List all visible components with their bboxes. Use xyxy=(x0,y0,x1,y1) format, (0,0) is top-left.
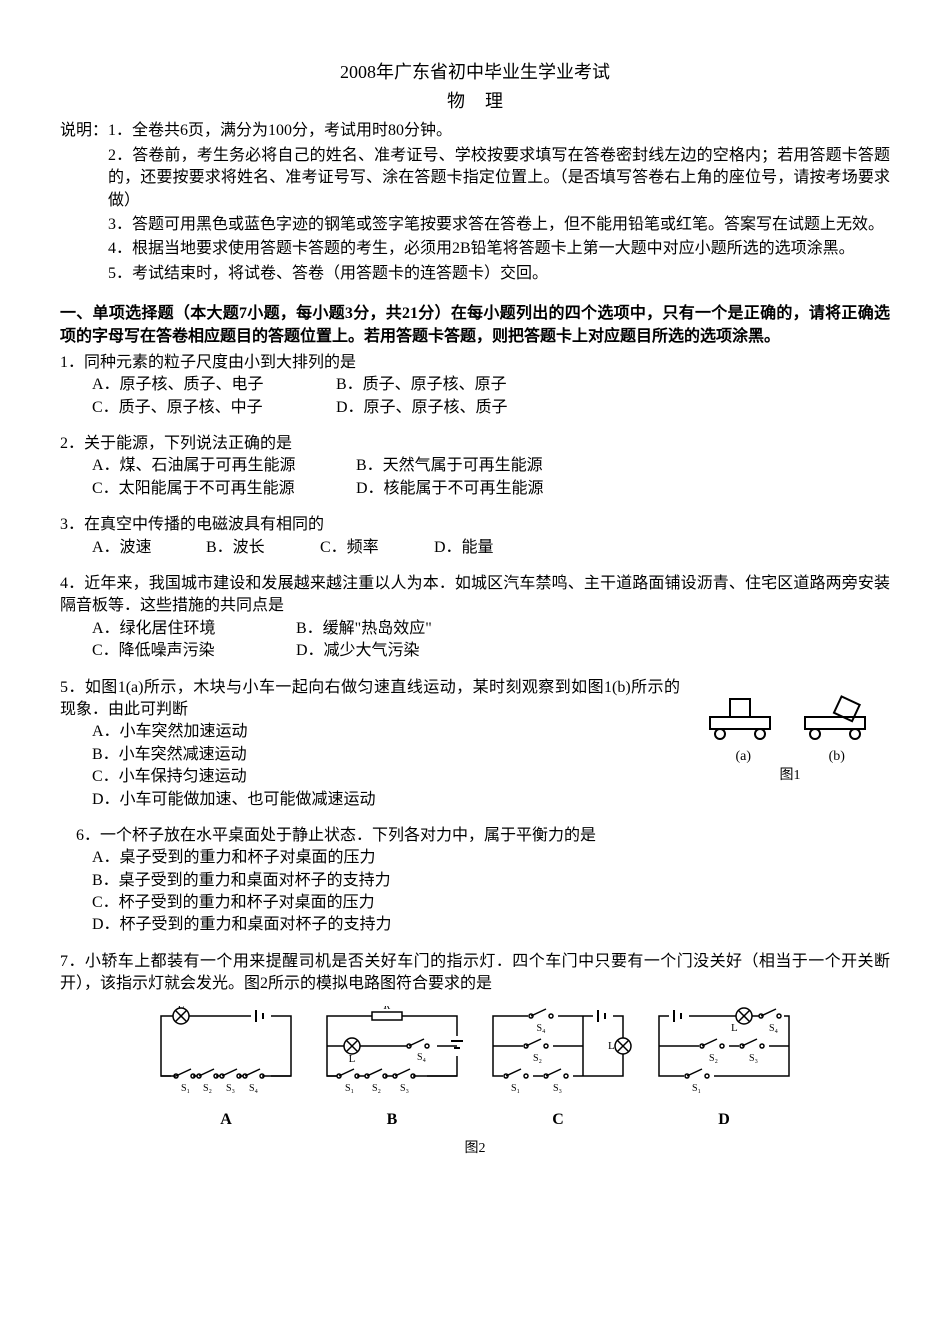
circuit-c-L: L xyxy=(608,1040,615,1052)
circuit-a-letter: A xyxy=(151,1109,301,1131)
q5-option-d: D．小车可能做加速、也可能做减速运动 xyxy=(60,789,890,811)
question-2: 2．关于能源，下列说法正确的是 A．煤、石油属于可再生能源 B．天然气属于可再生… xyxy=(60,433,890,500)
circuit-a-s4: S₄ xyxy=(249,1083,259,1094)
circuit-b-letter: B xyxy=(317,1109,467,1131)
question-5: (a) (b) 图1 5．如图1(a)所示，木块与小车一起向右做匀速直线运动，某… xyxy=(60,677,890,811)
q6-option-c: C．杯子受到的重力和杯子对桌面的压力 xyxy=(60,892,890,914)
q6-option-a: A．桌子受到的重力和杯子对桌面的压力 xyxy=(60,847,890,869)
question-3: 3．在真空中传播的电磁波具有相同的 A．波速 B．波长 C．频率 D．能量 xyxy=(60,514,890,559)
instruction-item-5: 5．考试结束时，将试卷、答卷（用答题卡的连答题卡）交回。 xyxy=(108,263,890,285)
circuit-b-R: R xyxy=(383,1006,391,1012)
circuit-b: R L xyxy=(317,1006,467,1132)
q3-option-b: B．波长 xyxy=(206,537,296,559)
q3-option-a: A．波速 xyxy=(92,537,182,559)
figure-1-caption: 图1 xyxy=(690,766,890,786)
instruction-item-3: 3．答题可用黑色或蓝色字迹的钢笔或签字笔按要求答在答卷上，但不能用铅笔或红笔。答… xyxy=(108,214,890,236)
circuit-a-s1: S₁ xyxy=(181,1083,190,1094)
question-1-text: 1．同种元素的粒子尺度由小到大排列的是 xyxy=(60,352,890,374)
circuit-a-s3: S₃ xyxy=(226,1083,235,1094)
question-4: 4．近年来，我国城市建设和发展越来越注重以人为本．如城区汽车禁鸣、主干道路面铺设… xyxy=(60,573,890,663)
question-1: 1．同种元素的粒子尺度由小到大排列的是 A．原子核、质子、电子 B．质子、原子核… xyxy=(60,352,890,419)
circuit-d-L: L xyxy=(731,1022,738,1034)
circuit-a-svg: L xyxy=(151,1006,301,1096)
figure-1: (a) (b) 图1 xyxy=(690,677,890,786)
circuits-container: L xyxy=(60,1006,890,1159)
q4-option-c: C．降低噪声污染 xyxy=(92,640,272,662)
instruction-item-1: 1．全卷共6页，满分为100分，考试用时80分钟。 xyxy=(108,120,890,142)
q1-option-b: B．质子、原子核、原子 xyxy=(336,374,507,396)
q2-option-d: D．核能属于不可再生能源 xyxy=(356,478,544,500)
q4-option-b: B．缓解"热岛效应" xyxy=(296,618,432,640)
question-7: 7．小轿车上都装有一个用来提醒司机是否关好车门的指示灯．四个车门中只要有一个门没… xyxy=(60,951,890,1159)
instruction-item-2: 2．答卷前，考生务必将自己的姓名、准考证号、学校按要求填写在答卷密封线左边的空格… xyxy=(108,145,890,212)
circuit-c-s4: S₄ xyxy=(536,1023,546,1034)
q2-option-c: C．太阳能属于不可再生能源 xyxy=(92,478,332,500)
instructions-label: 说明： xyxy=(60,120,108,142)
section-1-header: 一、单项选择题（本大题7小题，每小题3分，共21分）在每小题列出的四个选项中，只… xyxy=(60,303,890,348)
q4-option-d: D．减少大气污染 xyxy=(296,640,420,662)
circuit-d-letter: D xyxy=(649,1109,799,1131)
circuit-c-letter: C xyxy=(483,1109,633,1131)
q2-option-b: B．天然气属于可再生能源 xyxy=(356,455,543,477)
circuit-d-s2: S₂ xyxy=(709,1053,718,1064)
instruction-item-4: 4．根据当地要求使用答题卡答题的考生，必须用2B铅笔将答题卡上第一大题中对应小题… xyxy=(108,238,890,260)
circuit-d-svg: L S₄ xyxy=(649,1006,799,1096)
q3-option-d: D．能量 xyxy=(434,537,494,559)
q1-option-d: D．原子、原子核、质子 xyxy=(336,397,508,419)
q2-option-a: A．煤、石油属于可再生能源 xyxy=(92,455,332,477)
figure-2-caption: 图2 xyxy=(60,1139,890,1159)
q1-option-a: A．原子核、质子、电子 xyxy=(92,374,312,396)
instructions-content: 1．全卷共6页，满分为100分，考试用时80分钟。 2．答卷前，考生务必将自己的… xyxy=(108,120,890,285)
question-4-text: 4．近年来，我国城市建设和发展越来越注重以人为本．如城区汽车禁鸣、主干道路面铺设… xyxy=(60,573,890,618)
circuit-b-s3: S₃ xyxy=(400,1083,409,1094)
instructions-block: 说明： 1．全卷共6页，满分为100分，考试用时80分钟。 2．答卷前，考生务必… xyxy=(60,120,890,287)
circuit-c-s3: S₃ xyxy=(553,1083,562,1094)
cart-diagram-svg xyxy=(695,677,885,747)
q6-option-b: B．桌子受到的重力和桌面对杯子的支持力 xyxy=(60,870,890,892)
exam-title: 2008年广东省初中毕业生学业考试 xyxy=(60,60,890,85)
exam-subject: 物理 xyxy=(60,89,890,114)
circuit-a-s2: S₂ xyxy=(203,1083,212,1094)
question-2-text: 2．关于能源，下列说法正确的是 xyxy=(60,433,890,455)
circuit-d-s1: S₁ xyxy=(692,1083,701,1094)
question-7-text: 7．小轿车上都装有一个用来提醒司机是否关好车门的指示灯．四个车门中只要有一个门没… xyxy=(60,951,890,996)
circuit-a: L xyxy=(151,1006,301,1132)
q1-option-c: C．质子、原子核、中子 xyxy=(92,397,312,419)
circuit-d-s4: S₄ xyxy=(769,1023,779,1034)
circuit-b-s1: S₁ xyxy=(345,1083,354,1094)
circuit-b-s2: S₂ xyxy=(372,1083,381,1094)
circuit-b-svg: R L xyxy=(317,1006,467,1096)
figure-1a-label: (a) xyxy=(698,747,788,767)
circuit-c-s1: S₁ xyxy=(511,1083,520,1094)
circuit-d-s3: S₃ xyxy=(749,1053,758,1064)
question-6-text: 6．一个杯子放在水平桌面处于静止状态．下列各对力中，属于平衡力的是 xyxy=(60,825,890,847)
question-6: 6．一个杯子放在水平桌面处于静止状态．下列各对力中，属于平衡力的是 A．桌子受到… xyxy=(60,825,890,937)
circuit-c: S₄ L xyxy=(483,1006,633,1132)
figure-1b-label: (b) xyxy=(792,747,882,767)
circuit-b-L: L xyxy=(349,1053,356,1065)
q3-option-c: C．频率 xyxy=(320,537,410,559)
circuit-c-svg: S₄ L xyxy=(483,1006,633,1096)
q4-option-a: A．绿化居住环境 xyxy=(92,618,272,640)
circuit-c-s2: S₂ xyxy=(533,1053,542,1064)
circuit-d: L S₄ xyxy=(649,1006,799,1132)
circuit-a-L: L xyxy=(178,1006,185,1011)
question-3-text: 3．在真空中传播的电磁波具有相同的 xyxy=(60,514,890,536)
circuit-b-s4: S₄ xyxy=(417,1052,427,1063)
q6-option-d: D．杯子受到的重力和桌面对杯子的支持力 xyxy=(60,914,890,936)
